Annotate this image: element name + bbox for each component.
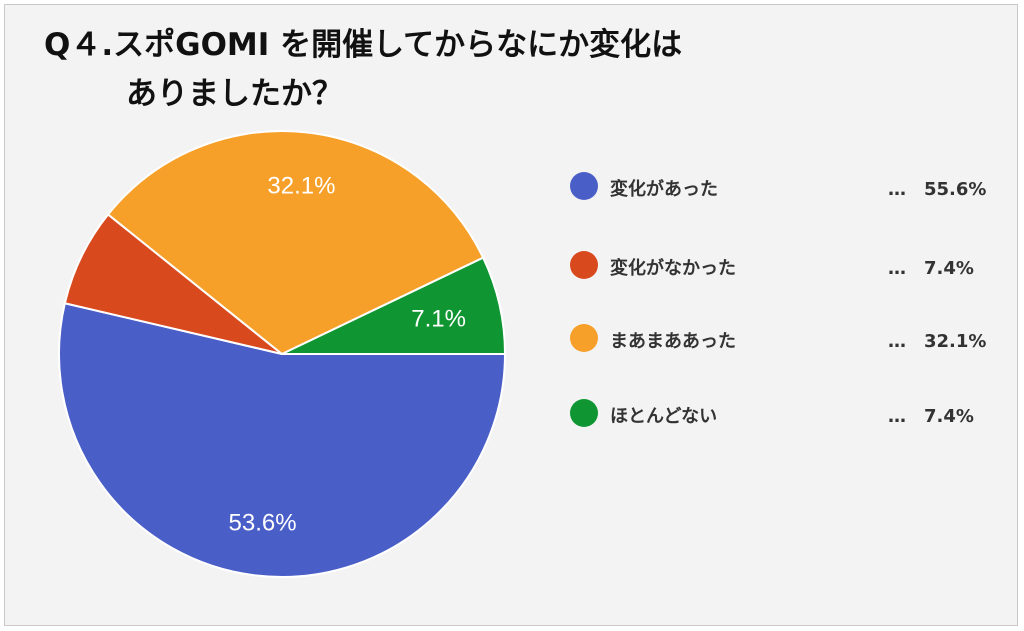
legend-label-1: 変化があった	[610, 179, 718, 200]
pie-slice-4	[281, 256, 507, 355]
pie-slice-label-3: 32.1%	[267, 173, 335, 200]
pie-slice-3	[106, 130, 485, 356]
legend-swatch-3	[570, 324, 598, 352]
chart-title-line2: ありましたか？	[126, 76, 343, 112]
legend-swatch-1	[570, 172, 598, 200]
legend-value-4: … 7.4%	[888, 406, 974, 427]
legend-item-3: まあまああった … 32.1%	[570, 322, 1010, 356]
chart-title-line1: Q４.スポGOMI を開催してからなにか変化は	[44, 27, 683, 63]
pie-slice-label-1: 53.6%	[229, 509, 297, 536]
legend-label-2: 変化がなかった	[610, 258, 736, 279]
legend-swatch-2	[570, 251, 598, 279]
legend-label-4: ほとんどない	[610, 406, 718, 427]
legend-item-1: 変化があった … 55.6%	[570, 170, 1010, 204]
legend-label-3: まあまああった	[610, 331, 736, 352]
legend-item-4: ほとんどない … 7.4%	[570, 397, 1010, 431]
legend-swatch-4	[570, 399, 598, 427]
legend-value-1: … 55.6%	[888, 179, 987, 200]
legend-item-2: 変化がなかった … 7.4%	[570, 249, 1010, 283]
pie-slice-1	[58, 302, 507, 578]
pie-slice-2	[63, 213, 283, 355]
legend-value-3: … 32.1%	[888, 331, 987, 352]
pie-slice-label-4: 7.1%	[411, 305, 466, 332]
legend-value-2: … 7.4%	[888, 258, 974, 279]
